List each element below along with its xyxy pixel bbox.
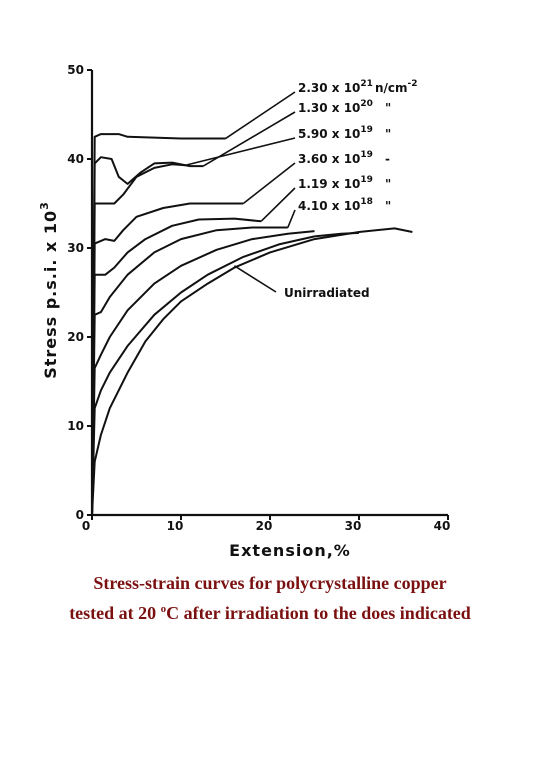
curve-series-1	[91, 156, 204, 516]
legend-leader-6	[233, 265, 277, 293]
legend-label-1: 1.30 x 1020 "	[298, 99, 391, 115]
legend-label-0: 2.30 x 1021 n/cm-2	[298, 79, 417, 95]
legend-unit-2: "	[385, 127, 391, 141]
legend-main-0: 2.30 x 10	[298, 81, 360, 95]
legend-main-2: 5.90 x 10	[298, 127, 360, 141]
y-tick-label: 50	[67, 63, 84, 77]
legend-unit-3: -	[385, 152, 390, 166]
curve-series-4	[91, 217, 262, 516]
caption-degree-sup: o	[160, 603, 167, 615]
legend-unit-1: "	[385, 101, 391, 115]
legend: 2.30 x 1021 n/cm-21.30 x 1020 "5.90 x 1019…	[185, 79, 417, 300]
legend-label-4: 1.19 x 1019 "	[298, 175, 391, 191]
curve-series-2	[91, 163, 186, 516]
curve-series-0	[91, 133, 226, 516]
caption-line-1: Stress-strain curves for polycrystalline…	[93, 573, 447, 593]
legend-exponent-4: 19	[360, 175, 373, 185]
curves	[91, 133, 413, 516]
y-tick-label: 20	[67, 330, 84, 344]
legend-main-3: 3.60 x 10	[298, 152, 360, 166]
caption-line-2-end: C after irradiation to the does indicate…	[166, 603, 471, 623]
legend-unit-5: "	[385, 199, 391, 213]
curve-series-5	[91, 226, 288, 516]
legend-exponent-5: 18	[360, 197, 373, 207]
legend-leader-2	[185, 137, 296, 167]
legend-main-5: 4.10 x 10	[298, 199, 360, 213]
x-tick-label: 30	[345, 519, 362, 533]
legend-exponent-3: 19	[360, 150, 373, 160]
legend-label-3: 3.60 x 1019 -	[298, 150, 390, 166]
legend-exponent-2: 19	[360, 125, 373, 135]
legend-unit-exponent-0: -2	[407, 79, 417, 89]
legend-label-6: Unirradiated	[284, 286, 370, 300]
y-axis-label: Stress p.s.i. x 103	[38, 201, 60, 379]
x-tick-label: 40	[434, 519, 451, 533]
legend-main-1: 1.30 x 10	[298, 101, 360, 115]
curve-series-6	[91, 227, 413, 516]
legend-leader-4	[260, 187, 296, 222]
y-tick-label: 30	[67, 241, 84, 255]
legend-exponent-1: 20	[360, 99, 373, 109]
y-tick-label: 40	[67, 152, 84, 166]
y-tick-label: 0	[76, 508, 84, 522]
legend-main-6: Unirradiated	[284, 286, 370, 300]
x-tick-label: 0	[82, 519, 90, 533]
legend-exponent-0: 21	[360, 79, 373, 89]
stress-strain-chart: 0 10 20 30 40 0 10 20 30 40 50 2.30 x 1021 n/cm-2 1.…	[38, 63, 450, 560]
tick-labels: 0 10 20 30 40 0 10 20 30 40 50	[67, 63, 450, 533]
legend-label-2: 5.90 x 1019 "	[298, 125, 391, 141]
figure-caption: Stress-strain curves for polycrystalline…	[0, 570, 540, 626]
legend-main-4: 1.19 x 10	[298, 177, 360, 191]
legend-leader-0	[225, 91, 296, 140]
curve-unlabeled-0	[91, 231, 360, 516]
x-tick-label: 20	[256, 519, 273, 533]
y-axis-label-main: Stress p.s.i. x 10	[41, 210, 60, 379]
caption-line-2-start: tested at 20	[69, 603, 161, 623]
legend-leader-3	[242, 162, 296, 205]
x-tick-label: 10	[167, 519, 184, 533]
legend-leader-5	[287, 209, 296, 228]
y-tick-label: 10	[67, 419, 84, 433]
caption-line-2: tested at 20 oC after irradiation to the…	[0, 596, 540, 626]
curve-series-3	[91, 202, 244, 516]
curve-unlabeled-1	[91, 230, 315, 516]
legend-label-5: 4.10 x 1018 "	[298, 197, 391, 213]
x-axis-label: Extension,%	[229, 541, 351, 560]
legend-unit-4: "	[385, 177, 391, 191]
y-axis-label-exponent: 3	[38, 201, 51, 210]
legend-unit-0: n/cm	[375, 81, 408, 95]
